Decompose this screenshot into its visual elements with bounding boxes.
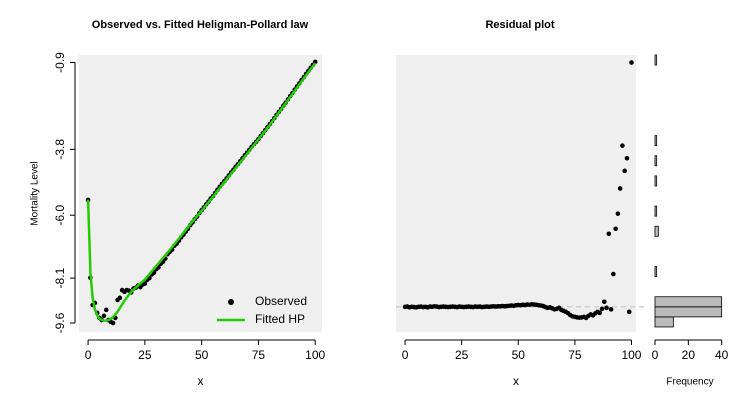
residual-point bbox=[608, 307, 614, 312]
y-tick-label: -9.6 bbox=[53, 312, 67, 333]
y-tick-label: -0.9 bbox=[53, 52, 67, 73]
plot-background bbox=[396, 55, 636, 332]
x-tick-label: 100 bbox=[305, 348, 325, 362]
residual-point bbox=[599, 306, 605, 312]
histogram-bar bbox=[654, 205, 658, 217]
fitted-line bbox=[86, 62, 317, 322]
histogram-bar bbox=[654, 225, 659, 237]
histogram-bar bbox=[654, 175, 658, 187]
x-axis-label: x bbox=[513, 374, 519, 388]
chart-title: Residual plot bbox=[485, 19, 554, 31]
data-point bbox=[103, 307, 109, 313]
x-tick-label: 0 bbox=[652, 348, 659, 362]
histogram-bar bbox=[654, 296, 723, 308]
residual-point bbox=[611, 271, 616, 277]
x-tick-label: 0 bbox=[85, 348, 92, 362]
x-tick-label: 50 bbox=[195, 348, 209, 362]
data-point bbox=[110, 320, 116, 326]
x-axis-label: x bbox=[198, 374, 204, 388]
x-tick-label: 25 bbox=[455, 348, 469, 362]
x-tick-label: 20 bbox=[682, 348, 696, 362]
residual-point bbox=[620, 143, 625, 148]
x-tick-label: 0 bbox=[402, 348, 409, 362]
legend-label: Fitted HP bbox=[255, 312, 305, 326]
y-tick-label: -6.0 bbox=[53, 205, 67, 226]
y-tick-label: -8.1 bbox=[53, 267, 67, 288]
legend-swatch bbox=[228, 299, 234, 305]
residual-point bbox=[629, 60, 634, 65]
histogram-bar bbox=[654, 306, 723, 318]
residual-point bbox=[604, 305, 609, 311]
plot-background bbox=[79, 55, 322, 332]
x-tick-label: 75 bbox=[252, 348, 266, 362]
histogram-bar bbox=[654, 135, 658, 147]
y-axis-label: Mortality Level bbox=[30, 161, 41, 225]
legend-label: Observed bbox=[255, 294, 307, 308]
x-tick-label: 50 bbox=[512, 348, 526, 362]
residual-point bbox=[624, 155, 630, 161]
residual-point bbox=[617, 186, 623, 191]
data-point bbox=[101, 313, 107, 319]
x-axis-label: Frequency bbox=[666, 377, 713, 388]
residual-point bbox=[602, 299, 607, 305]
residual-point bbox=[613, 226, 618, 232]
residual-point bbox=[606, 231, 612, 237]
residual-point bbox=[597, 310, 603, 316]
y-tick-label: -3.8 bbox=[53, 139, 67, 160]
histogram-bar bbox=[654, 54, 658, 66]
residual-point bbox=[622, 168, 627, 174]
chart-title: Observed vs. Fitted Heligman-Pollard law bbox=[92, 19, 309, 31]
histogram-bar bbox=[654, 266, 658, 278]
data-point bbox=[142, 281, 148, 286]
x-tick-label: 25 bbox=[138, 348, 152, 362]
x-tick-label: 100 bbox=[621, 348, 641, 362]
residual-point bbox=[615, 211, 621, 216]
residual-point bbox=[626, 309, 632, 315]
x-tick-label: 75 bbox=[568, 348, 582, 362]
data-point bbox=[117, 295, 123, 301]
histogram-bar bbox=[654, 316, 674, 328]
x-tick-label: 40 bbox=[715, 348, 729, 362]
histogram-bar bbox=[654, 155, 658, 167]
